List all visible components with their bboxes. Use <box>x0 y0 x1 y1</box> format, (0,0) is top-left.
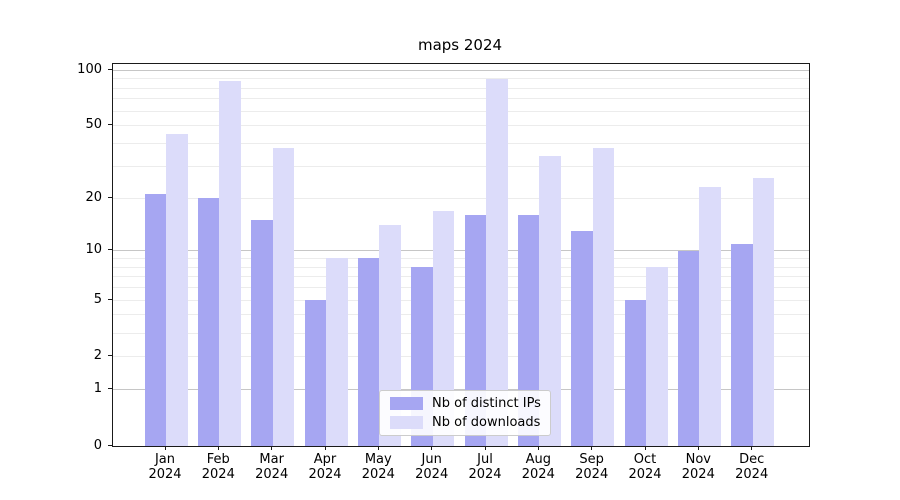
gridline-5 <box>113 299 809 301</box>
y-tick-mark-1 <box>108 388 112 389</box>
x-tick-mark-jul <box>484 446 486 450</box>
y-tick-label-50: 50 <box>85 117 102 133</box>
bar-ips-sep <box>571 231 593 446</box>
x-tick-mark-mar <box>271 446 273 450</box>
x-tick-label-jun: Jun 2024 <box>415 452 449 482</box>
y-tick-mark-2 <box>108 355 112 356</box>
x-tick-label-feb: Feb 2024 <box>201 452 235 482</box>
bar-ips-dec <box>731 243 753 446</box>
x-tick-mark-feb <box>217 446 219 450</box>
chart-title: maps 2024 <box>417 36 503 54</box>
bar-ips-aug <box>517 215 540 446</box>
bar-ips-nov <box>677 250 700 446</box>
bar-ips-may <box>357 258 380 446</box>
legend-swatch-0 <box>390 397 423 410</box>
legend: Nb of distinct IPs Nb of downloads <box>379 390 551 436</box>
plot-area: Nb of distinct IPs Nb of downloads <box>112 63 810 447</box>
gridline-7 <box>113 276 809 278</box>
x-tick-label-nov: Nov 2024 <box>681 452 715 482</box>
x-tick-mark-jan <box>164 446 166 450</box>
gridline-1 <box>113 389 809 390</box>
bar-downloads-dec <box>752 177 775 446</box>
bar-downloads-mar <box>272 147 295 446</box>
x-tick-mark-jun <box>431 446 433 450</box>
bar-downloads-jul <box>486 79 508 446</box>
gridline-9 <box>113 257 809 259</box>
bar-ips-jan <box>144 194 166 446</box>
x-tick-mark-may <box>377 446 379 450</box>
legend-entry-downloads: Nb of downloads <box>380 415 550 430</box>
bar-ips-apr <box>304 300 326 446</box>
y-tick-label-20: 20 <box>85 189 102 205</box>
gridline-100 <box>113 69 809 71</box>
bar-downloads-oct <box>646 267 668 446</box>
gridline-80 <box>113 87 809 89</box>
bar-ips-jul <box>464 215 486 446</box>
x-tick-label-jul: Jul 2024 <box>468 452 502 482</box>
gridline-40 <box>113 142 809 144</box>
y-tick-mark-100 <box>108 68 112 70</box>
bar-downloads-feb <box>219 81 241 446</box>
x-tick-mark-sep <box>591 446 593 450</box>
bar-downloads-nov <box>699 187 721 446</box>
legend-label-downloads: Nb of downloads <box>432 415 541 430</box>
gridline-50 <box>113 125 809 127</box>
x-tick-label-mar: Mar 2024 <box>255 452 289 482</box>
bar-downloads-aug <box>539 156 561 446</box>
x-tick-label-may: May 2024 <box>361 452 395 482</box>
y-tick-mark-10 <box>108 249 112 251</box>
gridline-60 <box>113 110 809 112</box>
bar-downloads-jun <box>432 210 455 446</box>
x-tick-label-dec: Dec 2024 <box>735 452 769 482</box>
y-tick-label-10: 10 <box>85 242 102 258</box>
gridline-90 <box>113 78 809 79</box>
legend-entry-distinct-ips: Nb of distinct IPs <box>380 396 550 411</box>
legend-swatch-1 <box>390 416 423 429</box>
gridline-2 <box>113 356 809 357</box>
y-tick-label-0: 0 <box>93 437 102 453</box>
y-tick-label-1: 1 <box>93 381 102 396</box>
x-tick-label-apr: Apr 2024 <box>308 452 342 482</box>
x-tick-label-jan: Jan 2024 <box>148 452 182 482</box>
gridline-8 <box>113 266 809 268</box>
y-tick-label-100: 100 <box>77 61 102 77</box>
x-tick-label-aug: Aug 2024 <box>521 452 555 482</box>
gridline-3 <box>113 332 809 334</box>
gridline-10 <box>113 250 809 252</box>
bar-ips-oct <box>624 300 646 446</box>
x-tick-mark-aug <box>537 446 539 450</box>
y-tick-mark-20 <box>108 196 112 198</box>
gridline-30 <box>113 165 809 167</box>
y-tick-mark-5 <box>108 298 112 300</box>
bar-ips-mar <box>251 220 273 446</box>
gridline-4 <box>113 314 809 316</box>
x-tick-label-oct: Oct 2024 <box>628 452 662 482</box>
bar-downloads-apr <box>326 258 348 446</box>
gridline-20 <box>113 197 809 199</box>
x-tick-label-sep: Sep 2024 <box>575 452 609 482</box>
x-tick-mark-nov <box>697 446 699 450</box>
y-tick-label-2: 2 <box>93 348 102 363</box>
bar-downloads-jan <box>166 134 188 446</box>
y-tick-mark-50 <box>108 124 112 126</box>
x-tick-mark-apr <box>324 446 326 450</box>
y-tick-label-5: 5 <box>93 291 102 307</box>
x-tick-mark-dec <box>751 446 753 450</box>
bar-ips-feb <box>197 198 220 446</box>
bar-downloads-sep <box>592 147 615 446</box>
x-tick-mark-oct <box>644 446 646 450</box>
gridline-70 <box>113 98 809 100</box>
y-tick-mark-0 <box>108 444 112 446</box>
legend-label-distinct-ips: Nb of distinct IPs <box>432 396 541 411</box>
gridline-6 <box>113 287 809 288</box>
